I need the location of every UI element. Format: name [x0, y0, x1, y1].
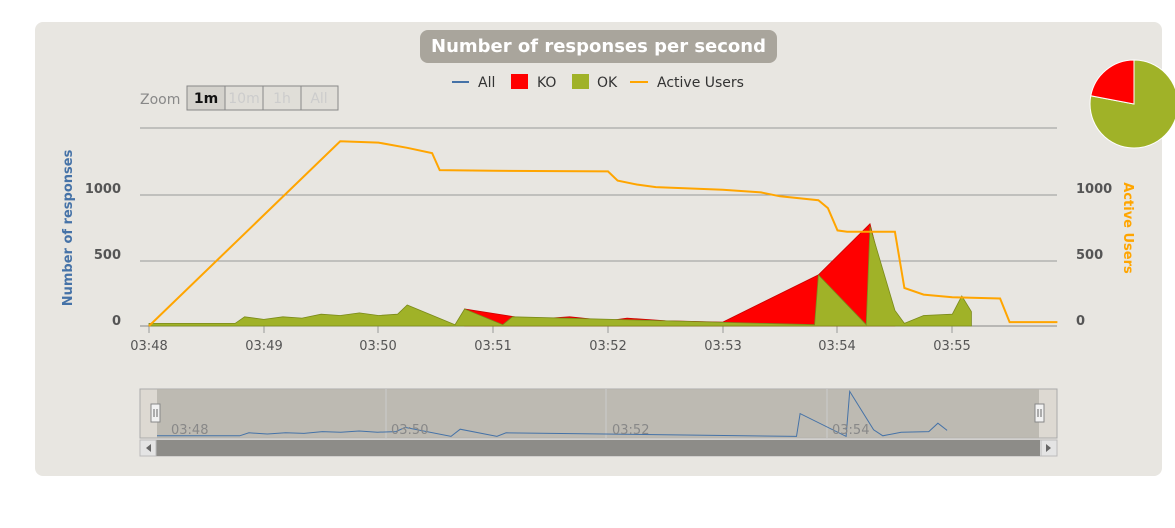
navigator-series-line: [157, 389, 948, 438]
ok-ko-pie: [1089, 59, 1175, 149]
legend-users-label[interactable]: Active Users: [657, 75, 744, 91]
x-tick-label: 03:53: [704, 339, 741, 354]
series-layer: [148, 140, 1058, 327]
x-tick-label: 03:49: [245, 339, 282, 354]
legend-ko-label[interactable]: KO: [537, 75, 556, 91]
x-tick-label: 03:48: [130, 339, 167, 354]
x-tick-label: 03:52: [589, 339, 626, 354]
arrow-left-icon: [146, 444, 151, 452]
navigator-tick: 03:52: [612, 423, 649, 438]
chart-title: Number of responses per second: [420, 30, 777, 63]
zoom-all-button[interactable]: [300, 85, 339, 111]
zoom-all-label: All: [310, 91, 327, 107]
x-axis-ticks: 03:48 03:49 03:50 03:51 03:52 03:53 03:5…: [130, 326, 971, 354]
navigator-left-handle[interactable]: [150, 403, 161, 423]
navigator[interactable]: 03:48 03:50 03:52 03:54: [139, 388, 1058, 439]
legend-ok-label[interactable]: OK: [597, 75, 618, 91]
x-tick-label: 03:50: [359, 339, 396, 354]
zoom-1h-label: 1h: [273, 91, 291, 107]
legend-ko-swatch: [511, 74, 528, 89]
pie-slice-ko: [1090, 59, 1135, 105]
active-users-line: [148, 140, 1058, 327]
navigator-selected-range[interactable]: [157, 389, 1039, 438]
zoom-controls: Zoom 1m 10m 1h All: [140, 85, 339, 111]
arrow-right-icon: [1046, 444, 1051, 452]
x-tick-label: 03:54: [818, 339, 855, 354]
legend[interactable]: All KO OK Active Users: [452, 74, 744, 91]
zoom-10m-label: 10m: [228, 91, 259, 107]
x-tick-label: 03:51: [474, 339, 511, 354]
navigator-tick: 03:50: [391, 423, 428, 438]
zoom-1m-button[interactable]: [186, 85, 226, 111]
ok-series-area: [148, 226, 972, 327]
y-left-tick-0: 0: [112, 314, 121, 329]
y-right-tick-500: 500: [1076, 248, 1103, 263]
scrollbar-thumb[interactable]: [156, 440, 1040, 456]
navigator-tick: 03:54: [832, 423, 869, 438]
navigator-right-handle[interactable]: [1034, 403, 1045, 423]
navigator-tick: 03:48: [171, 423, 208, 438]
y-left-tick-1000: 1000: [85, 182, 121, 197]
legend-ok-swatch: [572, 74, 589, 89]
zoom-1m-label: 1m: [194, 91, 218, 107]
y-right-tick-1000: 1000: [1076, 182, 1112, 197]
y-axis-left-title: Number of responses: [61, 149, 76, 306]
y-right-tick-0: 0: [1076, 314, 1085, 329]
y-left-tick-500: 500: [94, 248, 121, 263]
x-tick-label: 03:55: [933, 339, 970, 354]
legend-all-label[interactable]: All: [478, 75, 495, 91]
grid: [140, 127, 1057, 327]
zoom-label: Zoom: [140, 92, 180, 108]
y-axis-right-title: Active Users: [1120, 182, 1135, 274]
scrollbar[interactable]: [139, 439, 1058, 457]
